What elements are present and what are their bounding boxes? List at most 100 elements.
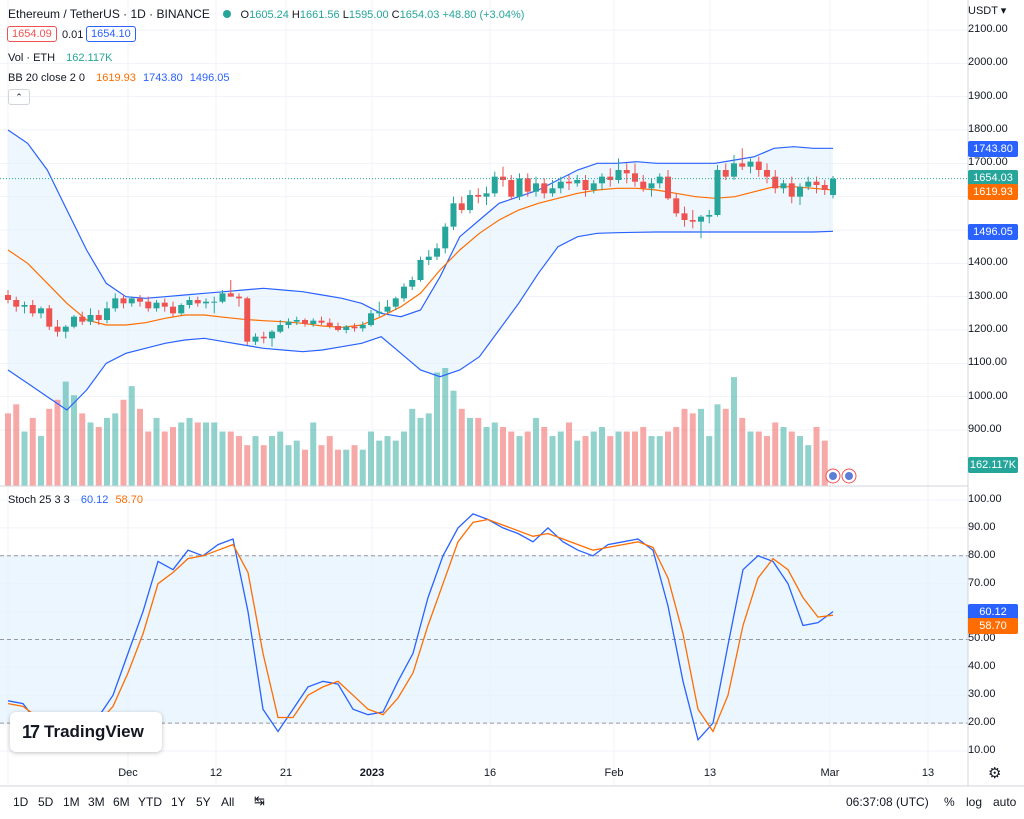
candle — [764, 163, 770, 184]
candle — [335, 322, 341, 332]
candle — [21, 301, 28, 314]
candle — [656, 173, 663, 189]
candle — [54, 320, 61, 337]
candle — [483, 186, 490, 205]
volume-bar — [137, 408, 143, 486]
candle — [821, 180, 828, 195]
candle — [458, 196, 465, 214]
range-button-5y[interactable]: 5Y — [196, 795, 211, 809]
percent-toggle[interactable]: % — [944, 795, 955, 809]
range-button-1m[interactable]: 1M — [63, 795, 80, 809]
volume-bar — [194, 422, 201, 486]
time-tick: Dec — [118, 767, 138, 779]
volume-bar — [310, 422, 317, 486]
candle — [277, 320, 284, 334]
volume-bar — [821, 440, 828, 486]
candle — [574, 175, 581, 187]
stochastic-pane[interactable] — [0, 513, 968, 742]
candle — [615, 158, 622, 184]
candle — [227, 280, 234, 297]
range-button-all[interactable]: All — [221, 795, 235, 809]
event-flag-icon[interactable] — [825, 468, 857, 484]
log-toggle[interactable]: log — [966, 795, 983, 809]
volume-bars — [5, 368, 828, 486]
bollinger-legend[interactable]: BB 20 close 2 0 1619.93 1743.80 1496.05 — [8, 72, 230, 84]
range-button-ytd[interactable]: YTD — [138, 795, 162, 809]
volume-legend[interactable]: Vol · ETH 162.117K — [8, 52, 113, 64]
price-tick: 1700.00 — [968, 156, 1008, 169]
price-tick: 1800.00 — [968, 123, 1008, 135]
candle — [623, 163, 630, 184]
range-button-6m[interactable]: 6M — [113, 795, 130, 809]
candle — [38, 306, 44, 319]
volume-bar — [623, 431, 630, 486]
volume-bar — [475, 417, 482, 486]
volume-bar — [38, 436, 44, 486]
volume-bar — [706, 436, 713, 486]
volume-bar — [153, 417, 160, 486]
candle — [384, 300, 391, 314]
candle — [632, 163, 638, 187]
volume-bar — [640, 427, 647, 486]
range-button-1d[interactable]: 1D — [13, 795, 29, 809]
volume-bar — [227, 431, 234, 486]
volume-bar — [326, 436, 333, 486]
candle — [689, 210, 696, 229]
volume-bar — [813, 427, 820, 486]
volume-bar — [574, 440, 581, 486]
volume-bar — [302, 449, 308, 486]
bb-mid-tag: 1619.93 — [968, 184, 1018, 200]
sell-price-box[interactable]: 1654.09 — [7, 26, 57, 42]
stoch-k-tag: 60.12 — [968, 604, 1018, 620]
candle — [475, 188, 482, 204]
candle — [425, 250, 432, 265]
bb-upper-tag: 1743.80 — [968, 141, 1018, 157]
candle — [566, 175, 572, 190]
candle — [244, 296, 251, 345]
range-button-3m[interactable]: 3M — [88, 795, 105, 809]
volume-bar — [739, 417, 746, 486]
candle — [120, 295, 127, 309]
volume-bar — [557, 431, 564, 486]
collapse-legend-button[interactable]: ⌃ — [8, 89, 30, 105]
currency-selector[interactable]: USDT ▾ — [968, 5, 1007, 17]
candle — [549, 180, 556, 197]
candle — [128, 296, 135, 307]
candle — [830, 176, 836, 199]
candle — [780, 180, 787, 194]
symbol-legend[interactable]: Ethereum / TetherUS · 1D · BINANCE O1605… — [8, 7, 524, 21]
symbol-title[interactable]: Ethereum / TetherUS · 1D · BINANCE — [8, 7, 210, 21]
volume-bar — [252, 436, 259, 486]
stoch-tick: 20.00 — [968, 716, 996, 729]
stoch-tick: 30.00 — [968, 688, 996, 701]
candle — [401, 283, 407, 302]
volume-bar — [368, 431, 374, 486]
chart-settings-icon[interactable]: ⚙ — [988, 765, 1002, 782]
clock-time[interactable]: 06:37:08 (UTC) — [846, 795, 929, 809]
range-button-5d[interactable]: 5D — [38, 795, 54, 809]
compare-range-icon[interactable]: ↹ — [254, 793, 265, 808]
volume-bar — [269, 436, 275, 486]
candle — [326, 318, 333, 329]
candle — [351, 323, 358, 332]
buy-price-box[interactable]: 1654.10 — [86, 26, 136, 42]
stoch-tick: 90.00 — [968, 520, 996, 533]
price-pane[interactable] — [0, 129, 968, 486]
range-button-1y[interactable]: 1Y — [171, 795, 186, 809]
candle — [434, 243, 440, 260]
tradingview-logo[interactable]: 17 TradingView — [10, 712, 162, 752]
volume-bar — [54, 399, 61, 486]
time-tick: 12 — [209, 767, 223, 779]
stoch-legend[interactable]: Stoch 25 3 3 60.12 58.70 — [8, 494, 143, 506]
volume-bar — [277, 431, 284, 486]
candle — [788, 176, 795, 204]
candle — [450, 196, 457, 230]
candle — [698, 215, 704, 239]
candle — [409, 276, 416, 290]
candle — [13, 296, 20, 312]
candle — [491, 171, 498, 197]
volume-bar — [104, 417, 110, 486]
volume-bar — [533, 417, 539, 486]
auto-toggle[interactable]: auto — [993, 795, 1017, 809]
